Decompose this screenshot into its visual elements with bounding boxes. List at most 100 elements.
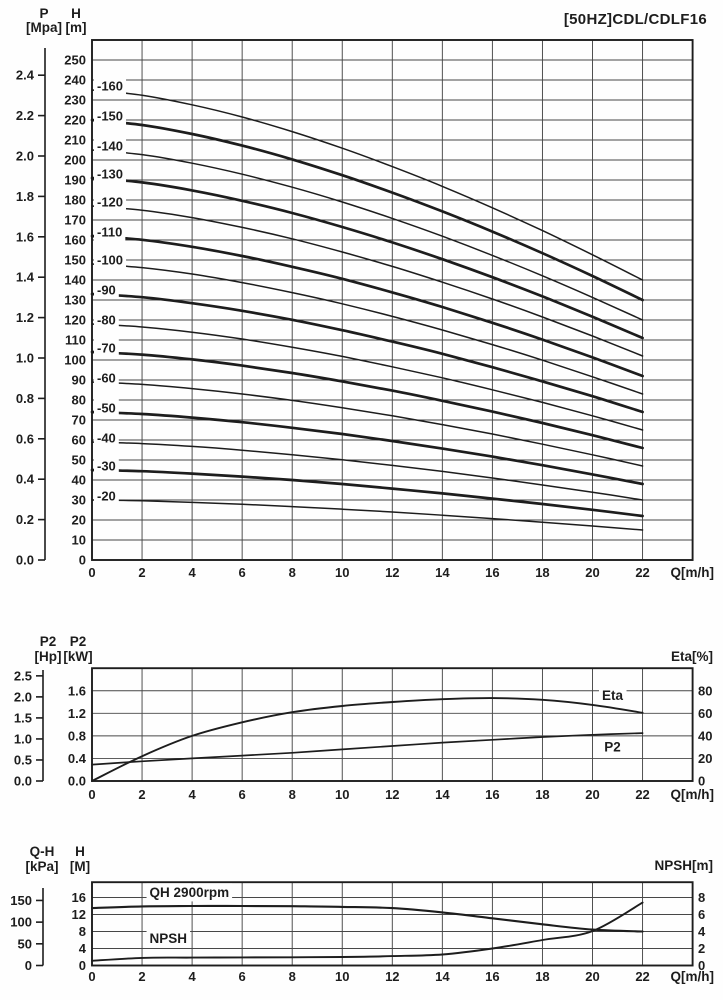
axis-unit-label: [M] — [70, 859, 90, 874]
right-tick-label: 0 — [698, 958, 705, 973]
curve--130 — [90, 176, 644, 340]
curve-label--60: -60 — [97, 371, 116, 386]
page-title: [50HZ]CDL/CDLF16 — [563, 11, 707, 28]
curve--40 — [91, 441, 644, 501]
label-background — [94, 281, 119, 299]
y-tick-label: 100 — [64, 353, 86, 368]
x-tick-label: 18 — [535, 787, 549, 802]
label-background — [94, 223, 126, 241]
x-tick-label: 16 — [485, 787, 499, 802]
y-tick-label: 1.0 — [14, 731, 32, 746]
power-efficiency-chart: P2[Hp]0.00.51.01.52.02.5P2[kW]0.00.40.81… — [14, 634, 714, 802]
curve-label--120: -120 — [97, 195, 123, 210]
curve-label--110: -110 — [97, 225, 122, 240]
y-tick-label: 90 — [72, 373, 86, 388]
x-axis-title: Q[m/h] — [671, 565, 715, 580]
x-tick-label: 2 — [138, 787, 145, 802]
curve--160 — [91, 89, 644, 281]
y-tick-label: 210 — [64, 133, 86, 148]
x-tick-label: 14 — [435, 787, 450, 802]
y-tick-label: 0.0 — [14, 774, 32, 789]
y-tick-label: 150 — [10, 893, 32, 908]
x-tick-label: 2 — [138, 969, 145, 984]
curve-label--90: -90 — [97, 283, 116, 298]
label-background — [94, 339, 119, 357]
y-tick-label: 140 — [64, 273, 86, 288]
y-tick-label: 8 — [79, 924, 86, 939]
x-tick-label: 6 — [239, 565, 246, 580]
x-tick-label: 8 — [289, 787, 296, 802]
y-tick-label: 190 — [64, 173, 86, 188]
curve-p2 — [91, 732, 644, 766]
right-tick-label: 60 — [698, 706, 712, 721]
label-background — [146, 929, 191, 948]
x-axis-title: Q[m/h] — [671, 969, 715, 984]
right-tick-label: 40 — [698, 728, 712, 743]
right-tick-label: 4 — [698, 924, 706, 939]
curve-label--80: -80 — [97, 313, 116, 328]
curve--80 — [91, 323, 644, 431]
axis-title-q-h: Q-H — [30, 844, 55, 859]
right-tick-label: 80 — [698, 683, 712, 698]
y-tick-label: 20 — [72, 513, 86, 528]
label-background — [94, 107, 127, 125]
y-tick-label: 1.5 — [14, 710, 32, 725]
y-tick-label: 1.0 — [16, 351, 34, 366]
label-background — [94, 487, 119, 505]
curve-label--150: -150 — [97, 109, 123, 124]
x-tick-label: 18 — [535, 969, 549, 984]
x-tick-label: 22 — [635, 969, 649, 984]
x-tick-label: 4 — [188, 565, 196, 580]
x-tick-label: 10 — [335, 787, 349, 802]
y-tick-label: 0 — [79, 553, 86, 568]
x-tick-label: 2 — [138, 565, 145, 580]
x-axis-title: Q[m/h] — [671, 787, 715, 802]
qh-npsh-chart: Q-H[kPa]050100150H[M]0481216NPSH[m]02468… — [10, 844, 714, 984]
right-tick-label: 8 — [698, 890, 705, 905]
y-tick-label: 60 — [72, 433, 86, 448]
x-tick-label: 10 — [335, 969, 349, 984]
x-tick-label: 22 — [635, 787, 649, 802]
y-tick-label: 0.4 — [68, 751, 87, 766]
y-tick-label: 0.0 — [68, 774, 86, 789]
x-tick-label: 14 — [435, 969, 450, 984]
curve--70 — [90, 350, 644, 450]
plot-border — [91, 667, 694, 782]
right-tick-label: 6 — [698, 907, 705, 922]
curve-label--70: -70 — [97, 341, 116, 356]
label-background — [94, 457, 119, 475]
y-tick-label: 4 — [79, 941, 87, 956]
y-tick-label: 250 — [64, 53, 86, 68]
y-tick-label: 2.0 — [14, 689, 32, 704]
curve-label--130: -130 — [97, 167, 123, 182]
curve--120 — [91, 205, 644, 357]
x-tick-label: 20 — [585, 565, 599, 580]
y-tick-label: 240 — [64, 73, 86, 88]
curve-label--140: -140 — [97, 139, 123, 154]
head-capacity-chart: P[Mpa] 0.0 0.2 0.4 0.6 0.8 1.0 1.2 1.4 1.6 1.8 2.0 2… — [16, 6, 714, 580]
y-tick-label: 50 — [18, 936, 32, 951]
y-tick-label: 110 — [65, 333, 86, 348]
x-tick-label: 12 — [385, 969, 399, 984]
y-tick-label: 1.8 — [16, 189, 34, 204]
axis-title-p: P — [39, 6, 48, 21]
curve--30 — [90, 468, 644, 518]
axis-title-h: H — [71, 6, 81, 21]
y-tick-label: 30 — [72, 493, 86, 508]
label-background — [599, 686, 627, 705]
axis-unit-label: [Mpa] — [26, 20, 62, 35]
y-tick-label: 0.2 — [16, 512, 34, 527]
curve-npsh — [91, 901, 644, 962]
y-tick-label: 0.4 — [16, 472, 35, 487]
y-tick-label: 2.2 — [16, 108, 34, 123]
curve-label--30: -30 — [97, 459, 116, 474]
y-tick-label: 1.2 — [68, 706, 86, 721]
label-background — [94, 251, 127, 269]
right-tick-label: 0 — [698, 774, 705, 789]
curve--150 — [90, 118, 644, 302]
curve--50 — [90, 410, 644, 486]
x-tick-label: 14 — [435, 565, 450, 580]
right-axis-title: NPSH[m] — [654, 858, 713, 873]
